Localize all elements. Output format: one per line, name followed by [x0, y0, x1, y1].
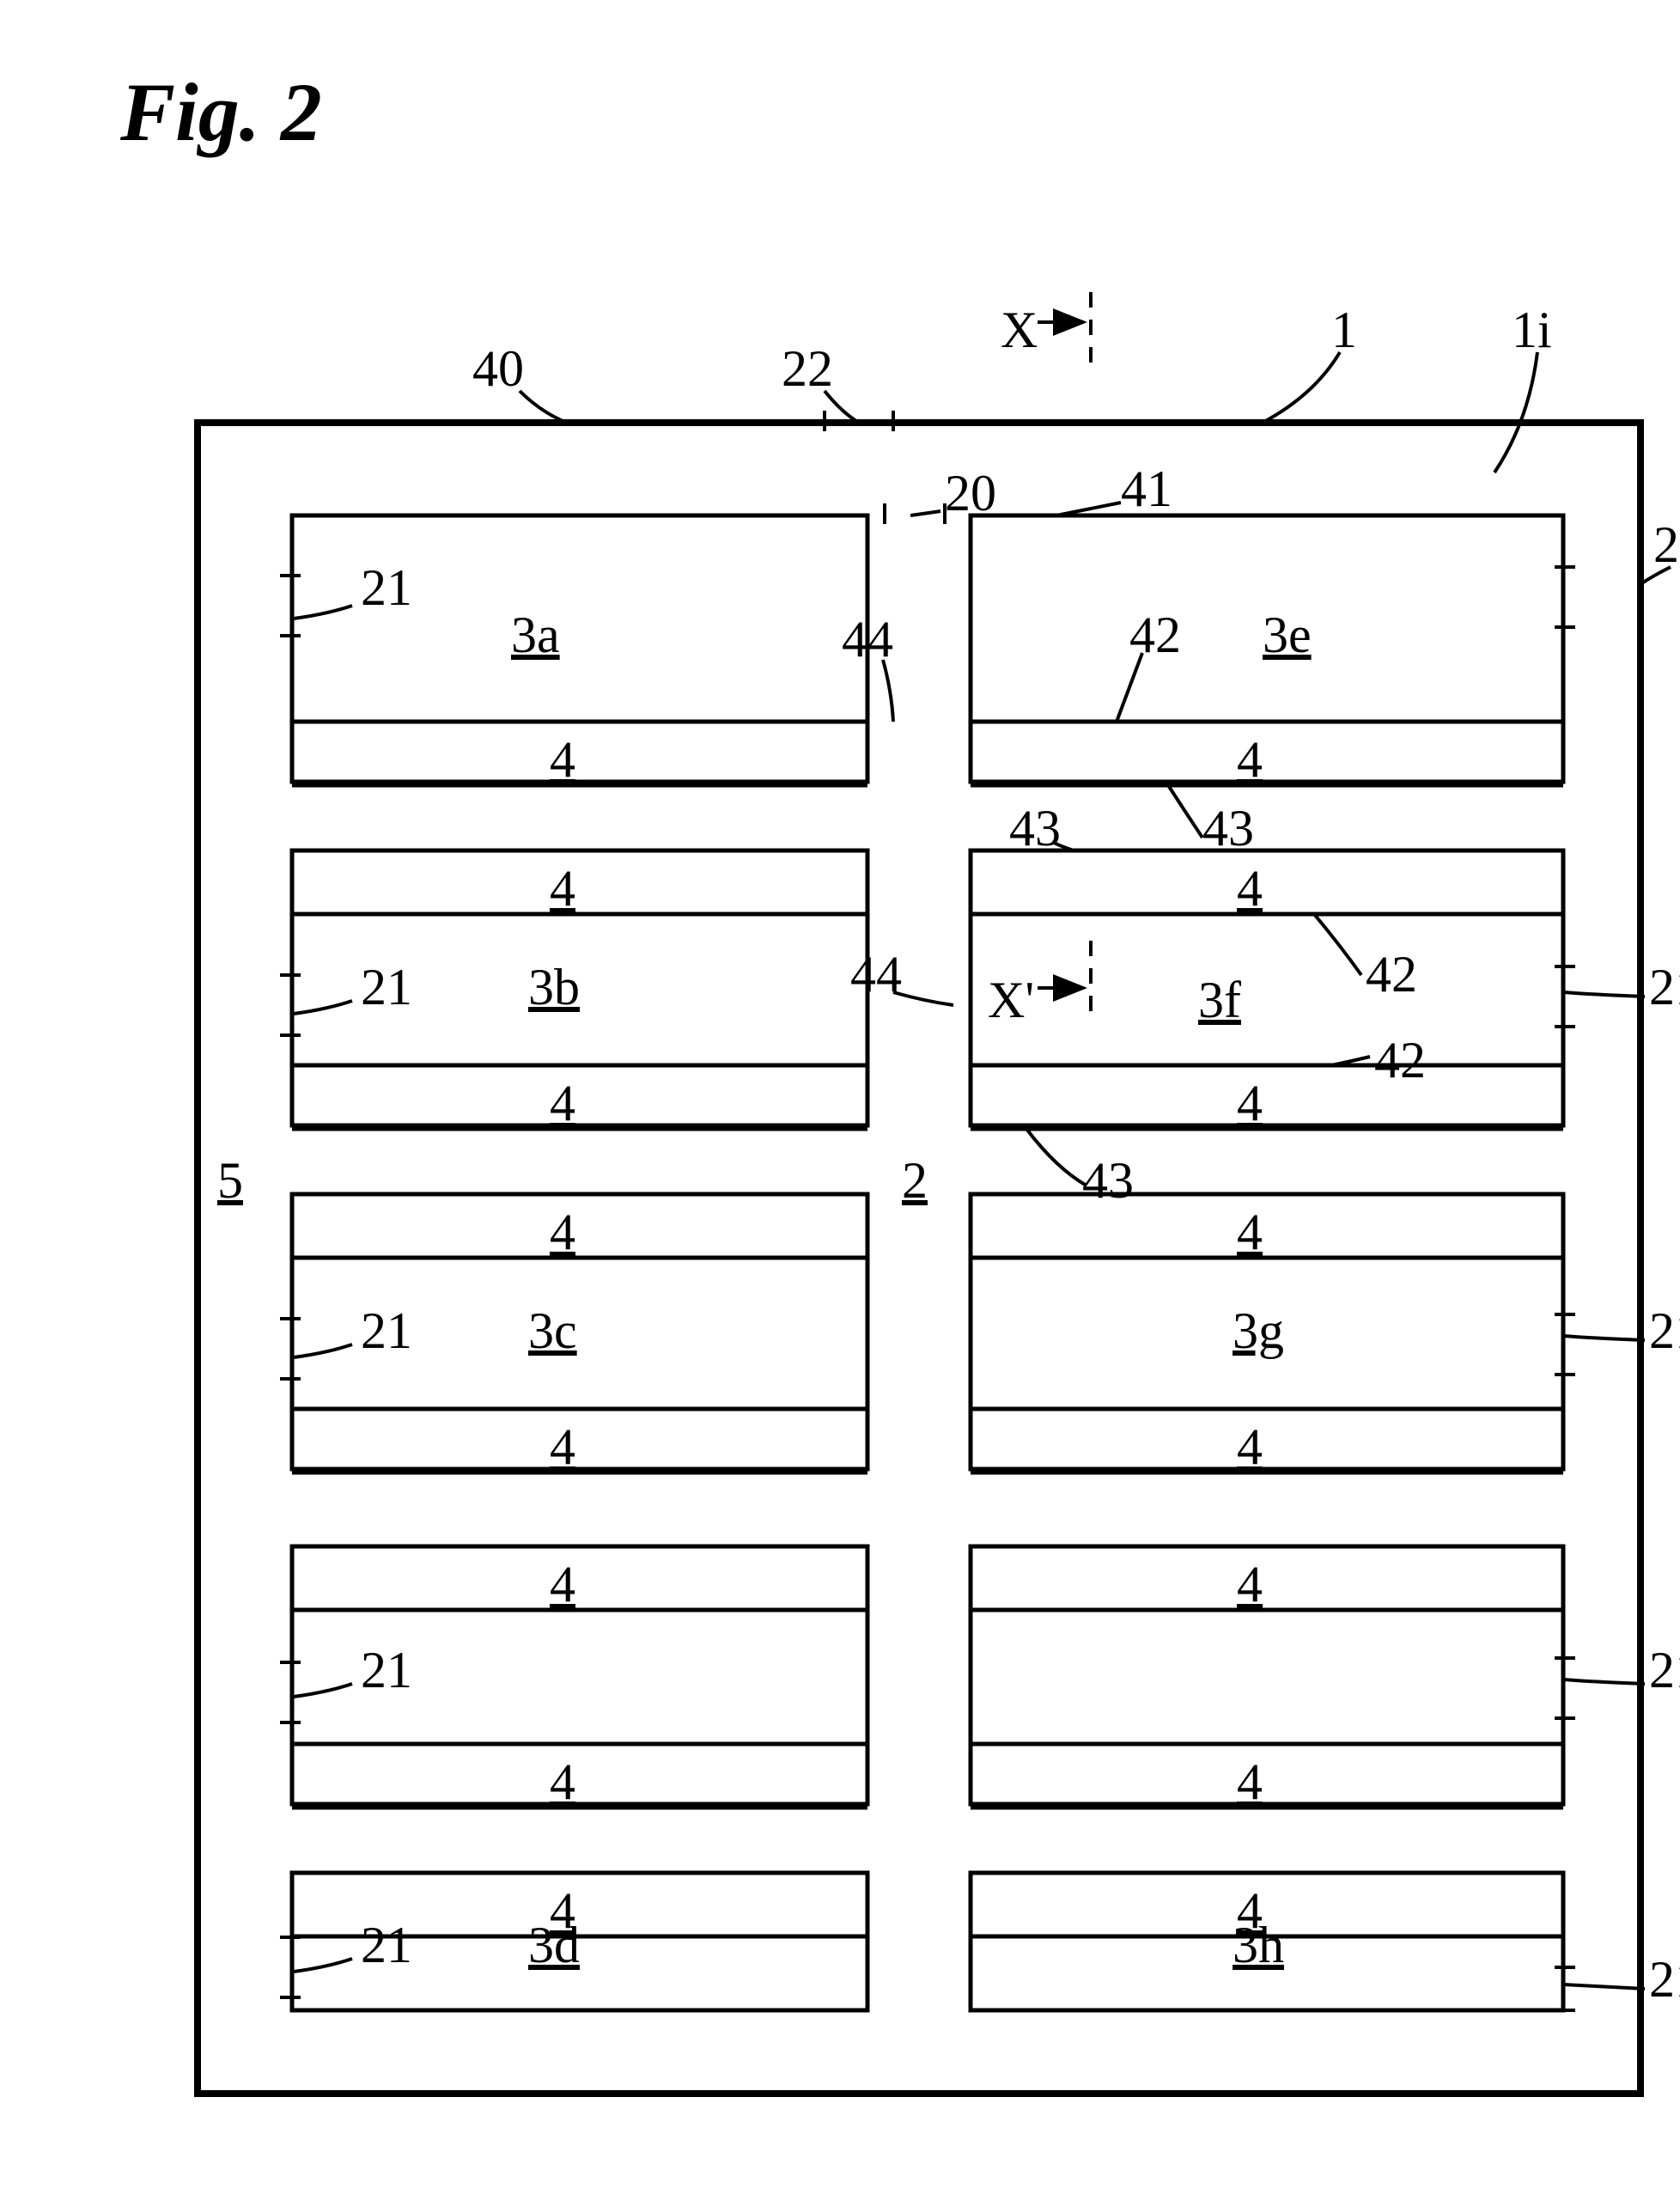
label-4-right-3: 4	[1237, 1203, 1263, 1262]
label-4-left-4: 4	[550, 1417, 575, 1477]
label-left-21_r1: 21	[361, 558, 412, 618]
label-cell-3f: 3f	[1198, 971, 1241, 1030]
label-right-21_r2: 21	[1649, 958, 1680, 1017]
label-right-21_r3: 21	[1649, 1302, 1680, 1361]
label-right-21_r4: 21	[1649, 1641, 1680, 1700]
label-4-left-1: 4	[550, 859, 575, 918]
label-cell-3a: 3a	[511, 606, 560, 665]
label-4-right-6: 4	[1237, 1753, 1263, 1812]
label-left-21_r3: 21	[361, 1302, 412, 1361]
label-4-right-7: 4	[1237, 1881, 1263, 1941]
label-cell-3e: 3e	[1263, 606, 1312, 665]
label-4-left-0: 4	[550, 730, 575, 790]
label-4-right-4: 4	[1237, 1417, 1263, 1477]
label-cell-3b: 3b	[528, 958, 580, 1017]
label-4-right-2: 4	[1237, 1074, 1263, 1133]
label-4-left-5: 4	[550, 1555, 575, 1614]
label-center-44_upper: 44	[842, 610, 893, 669]
label-21_right: 21	[1653, 515, 1680, 575]
label-1i: 1i	[1512, 301, 1552, 360]
label-4-right-1: 4	[1237, 859, 1263, 918]
label-1: 1	[1331, 301, 1357, 360]
label-center-42_r2: 42	[1374, 1031, 1426, 1090]
label-41: 41	[1121, 460, 1172, 519]
label-22: 22	[782, 339, 833, 399]
label-cell-3g: 3g	[1233, 1302, 1284, 1361]
label-20: 20	[945, 464, 996, 523]
label-center-Xprime: X'	[988, 971, 1034, 1030]
label-4-left-7: 4	[550, 1881, 575, 1941]
label-center-43_b: 43	[1202, 799, 1254, 858]
label-cell-3c: 3c	[528, 1302, 577, 1361]
label-4-left-3: 4	[550, 1203, 575, 1262]
label-right-21_r5: 21	[1649, 1950, 1680, 2009]
label-4-left-2: 4	[550, 1074, 575, 1133]
label-left-21_r2: 21	[361, 958, 412, 1017]
diagram-svg	[34, 34, 1680, 2173]
label-4-right-5: 4	[1237, 1555, 1263, 1614]
label-X: X	[1001, 301, 1038, 360]
label-center-2: 2	[902, 1151, 928, 1210]
label-center-43_a: 43	[1009, 799, 1061, 858]
label-left-5: 5	[217, 1151, 243, 1210]
label-left-21_r4: 21	[361, 1641, 412, 1700]
label-left-21_r5: 21	[361, 1916, 412, 1975]
label-center-42_r1: 42	[1366, 945, 1417, 1004]
label-center-43_c: 43	[1082, 1151, 1134, 1210]
label-center-42_top: 42	[1129, 606, 1181, 665]
label-4-left-6: 4	[550, 1753, 575, 1812]
label-center-44_lower: 44	[850, 945, 902, 1004]
label-4-right-0: 4	[1237, 730, 1263, 790]
label-40: 40	[472, 339, 524, 399]
figure-container: Fig. 2 12240X1i2041215212121212121212121…	[34, 34, 1680, 2173]
